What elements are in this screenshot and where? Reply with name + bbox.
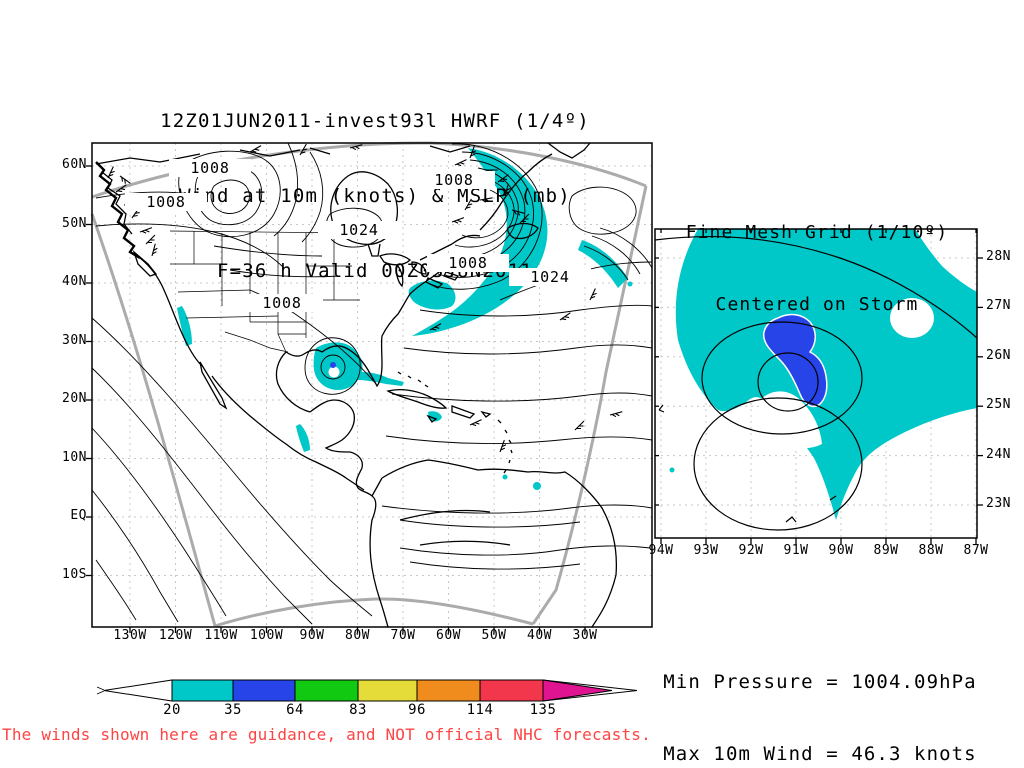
- left-map-lat-label: 50N: [62, 215, 87, 231]
- min-pressure-text: Min Pressure = 1004.09hPa: [663, 671, 977, 693]
- wind-shading-20kt: [177, 148, 633, 490]
- wind-speed-colorbar: [96, 679, 638, 702]
- fine-mesh-lat-label: 26N: [986, 347, 1011, 363]
- left-map-gridlines: [92, 143, 652, 627]
- left-map-lat-label: 20N: [62, 391, 87, 406]
- contour-value-label: 1008: [169, 159, 251, 177]
- small-shading-dot: [669, 467, 675, 473]
- fine-mesh-lon-label: 87W: [963, 543, 989, 558]
- left-map-lon-label: 120W: [158, 628, 193, 643]
- colorbar-tick-label: 135: [529, 702, 557, 718]
- colorbar-tick-label: 83: [349, 702, 367, 718]
- contour-value-label: 1008: [413, 171, 495, 189]
- colorbar-tick-label: 64: [286, 702, 304, 718]
- contour-value-label: 1008: [427, 254, 509, 272]
- left-map-lat-label: EQ: [70, 508, 87, 523]
- left-map-lon-label: 70W: [390, 628, 416, 643]
- colorbar-tick-label: 20: [163, 702, 181, 718]
- contour-value-label: 1008: [125, 193, 207, 211]
- storm-eye: [328, 366, 340, 378]
- title-line1: 12Z01JUN2011-invest93l HWRF (1/4º): [160, 110, 590, 132]
- left-map-lat-label: 10S: [62, 566, 87, 582]
- fine-mesh-lat-label: 24N: [986, 446, 1011, 462]
- left-map-lon-label: 90W: [299, 628, 325, 643]
- left-map-panel: [86, 141, 653, 633]
- max-wind-text: Max 10m Wind = 46.3 knots: [663, 743, 977, 765]
- fine-mesh-lon-label: 88W: [918, 543, 944, 558]
- fine-mesh-lon-label: 89W: [873, 543, 899, 558]
- left-map-ticks: [86, 165, 586, 633]
- left-map-lon-label: 110W: [204, 628, 238, 643]
- fine-mesh-panel: [654, 228, 983, 544]
- left-map-frame: [91, 142, 653, 628]
- shading-hole: [890, 298, 934, 338]
- fine-mesh-wind-core-35kt: [762, 313, 828, 408]
- left-map-lat-label: 30N: [62, 332, 87, 348]
- left-map-lon-label: 60W: [436, 628, 461, 643]
- fine-mesh-lat-label: 28N: [986, 249, 1011, 264]
- fine-mesh-lon-label: 94W: [648, 543, 674, 558]
- storm-core-dot: [330, 362, 336, 368]
- left-map-lon-label: 50W: [481, 628, 507, 643]
- contour-value-label: 1008: [241, 294, 323, 312]
- fine-mesh-contours: [654, 235, 978, 531]
- fine-mesh-lon-label: 92W: [738, 543, 764, 558]
- colorbar-tick-label: 114: [466, 702, 494, 718]
- colorbar-right-arrow: [542, 679, 613, 702]
- fine-mesh-title-line1: Fine Mesh Grid (1/10º): [685, 222, 949, 243]
- fine-mesh-lon-label: 91W: [783, 543, 809, 558]
- colorbar-left-arrow: [103, 679, 173, 702]
- colorbar-segments: [171, 679, 544, 702]
- fine-mesh-lon-label: 93W: [693, 543, 719, 558]
- fine-mesh-title: Fine Mesh Grid (1/10º) Centered on Storm: [656, 173, 978, 365]
- colorbar-left-arrow-tail: [96, 686, 105, 695]
- fine-mesh-lat-label: 23N: [986, 496, 1011, 511]
- nhc-disclaimer: The winds shown here are guidance, and N…: [2, 725, 651, 744]
- fine-mesh-lat-label: 27N: [986, 298, 1011, 314]
- left-map-lon-label: 40W: [527, 628, 552, 643]
- left-map-lon-label: 100W: [249, 628, 284, 643]
- fine-mesh-frame: [654, 228, 978, 539]
- left-map-lat-label: 40N: [62, 274, 87, 289]
- left-map-lon-label: 80W: [345, 628, 370, 643]
- left-map-lon-label: 130W: [113, 628, 147, 643]
- left-map-lon-label: 30W: [572, 628, 598, 643]
- fine-mesh-ticks: [655, 229, 983, 544]
- contour-value-label: 1024: [318, 221, 400, 239]
- fine-mesh-lon-label: 90W: [828, 543, 854, 558]
- colorbar-tick-label: 96: [408, 702, 426, 718]
- colorbar-tick-label: 35: [224, 702, 242, 718]
- coastlines: [95, 142, 618, 628]
- storm-stats: Min Pressure = 1004.09hPa Max 10m Wind =…: [650, 622, 990, 768]
- contour-value-label: 1024: [509, 268, 591, 286]
- fine-mesh-title-line2: Centered on Storm: [715, 294, 919, 315]
- left-map-lat-label: 10N: [62, 449, 87, 465]
- left-map-lat-label: 60N: [62, 157, 87, 172]
- fine-mesh-lat-label: 25N: [986, 397, 1011, 413]
